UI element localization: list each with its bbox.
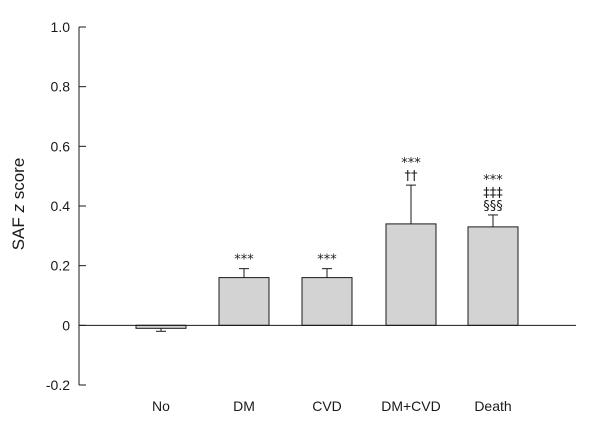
y-axis-title-part: score <box>9 158 28 204</box>
x-category-label: DM+CVD <box>381 398 441 414</box>
significance-label: ‡‡‡ <box>483 186 503 201</box>
x-axis-labels: No DM CVD DM+CVD Death <box>152 398 512 414</box>
bars-group <box>135 184 519 332</box>
y-tick-label: 0.6 <box>51 138 71 154</box>
y-tick-label: 0.4 <box>51 198 71 214</box>
x-category-label: No <box>152 398 170 414</box>
significance-labels: *** ******†† ***‡‡‡§§§ <box>234 156 503 268</box>
y-axis: -0.2 0 0.2 0.4 0.6 0.8 1.0 <box>46 19 86 393</box>
significance-label: §§§ <box>483 199 503 214</box>
y-tick-label: -0.2 <box>46 377 70 393</box>
y-axis-title: SAF z score <box>9 158 28 251</box>
bar-Death <box>467 226 519 326</box>
significance-label: *** <box>317 253 337 268</box>
y-tick-label: 1.0 <box>51 19 71 35</box>
significance-label: *** <box>234 253 254 268</box>
x-category-label: DM <box>233 398 255 414</box>
y-axis-title-part: z <box>9 204 28 214</box>
y-tick-label: 0.8 <box>51 79 71 95</box>
x-category-label: Death <box>474 398 511 414</box>
bar-DM+CVD <box>385 223 437 326</box>
x-category-label: CVD <box>312 398 342 414</box>
y-tick-label: 0.2 <box>51 258 71 274</box>
y-tick-label: 0 <box>62 317 70 333</box>
bar-CVD <box>301 277 353 326</box>
bar-DM <box>218 277 270 326</box>
significance-label: *** <box>401 156 421 171</box>
significance-label: *** <box>483 173 503 188</box>
significance-label: †† <box>405 169 419 184</box>
y-axis-title-part: SAF <box>9 213 28 251</box>
